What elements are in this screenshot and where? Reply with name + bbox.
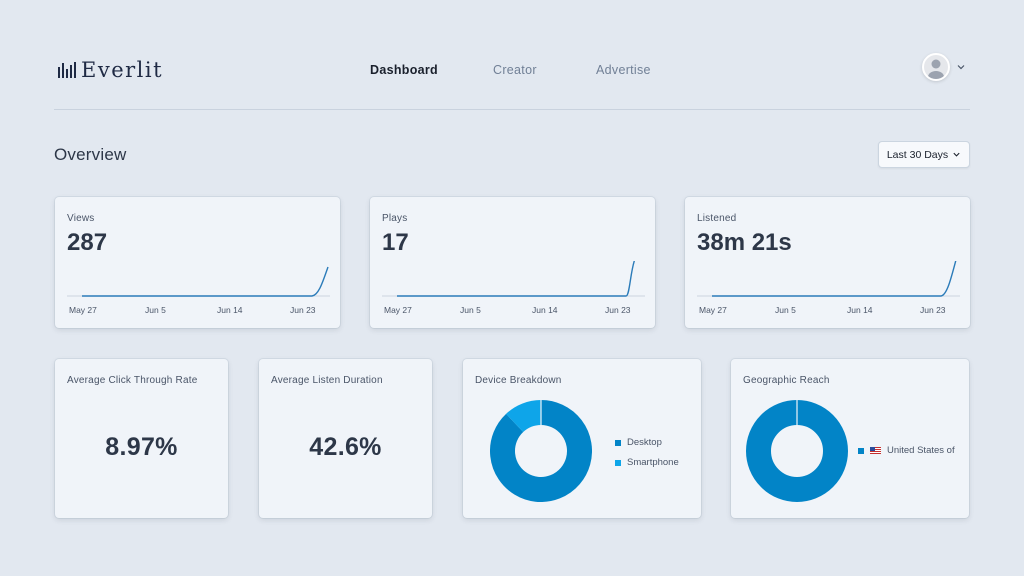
user-avatar-icon[interactable] bbox=[922, 53, 950, 81]
plays-card: Plays 17 May 27 Jun 5 Jun 14 Jun 23 bbox=[370, 197, 655, 328]
card-value: 38m 21s bbox=[697, 229, 792, 256]
date-range-dropdown[interactable]: Last 30 Days bbox=[878, 141, 970, 168]
device-legend: Desktop Smartphone bbox=[615, 437, 679, 477]
x-tick-label: May 27 bbox=[384, 305, 412, 315]
brand-name: Everlit bbox=[81, 58, 164, 82]
chevron-down-icon bbox=[953, 152, 960, 157]
page-title: Overview bbox=[54, 145, 127, 164]
legend-swatch bbox=[615, 459, 621, 466]
legend-item-desktop[interactable]: Desktop bbox=[615, 437, 679, 448]
chevron-down-icon[interactable] bbox=[956, 62, 966, 72]
legend-swatch bbox=[858, 447, 864, 454]
legend-item-united-states[interactable]: United States of bbox=[858, 445, 955, 456]
donut-slice-desktop[interactable] bbox=[490, 400, 592, 502]
views-sparkline bbox=[67, 266, 330, 297]
date-range-label: Last 30 Days bbox=[886, 148, 949, 161]
legend-label: Smartphone bbox=[627, 457, 679, 468]
listened-card: Listened 38m 21s May 27 Jun 5 Jun 14 Jun… bbox=[685, 197, 970, 328]
legend-label: United States of bbox=[887, 445, 955, 456]
x-tick-label: Jun 23 bbox=[290, 305, 316, 315]
geo-donut-chart bbox=[746, 400, 848, 502]
device-breakdown-card: Device Breakdown Desktop Smartphone bbox=[463, 359, 701, 518]
x-tick-label: Jun 5 bbox=[145, 305, 166, 315]
sound-bars-icon bbox=[58, 62, 76, 78]
card-value: 17 bbox=[382, 229, 409, 256]
listen-duration-card: Average Listen Duration 42.6% bbox=[259, 359, 432, 518]
geo-legend: United States of bbox=[858, 445, 955, 465]
card-label: Plays bbox=[382, 213, 408, 224]
card-label: Listened bbox=[697, 213, 737, 224]
x-tick-label: Jun 14 bbox=[217, 305, 243, 315]
device-donut-chart bbox=[490, 400, 592, 502]
geographic-reach-card: Geographic Reach United States of bbox=[731, 359, 969, 518]
card-label: Views bbox=[67, 213, 95, 224]
x-tick-label: Jun 23 bbox=[605, 305, 631, 315]
x-tick-label: Jun 5 bbox=[460, 305, 481, 315]
x-tick-label: Jun 14 bbox=[847, 305, 873, 315]
nav-creator[interactable]: Creator bbox=[493, 63, 537, 77]
us-flag-icon bbox=[870, 447, 881, 454]
listened-sparkline bbox=[697, 261, 960, 297]
x-tick-label: May 27 bbox=[69, 305, 97, 315]
card-label: Average Listen Duration bbox=[271, 375, 383, 386]
plays-sparkline bbox=[382, 261, 645, 297]
brand-logo[interactable]: Everlit bbox=[58, 58, 163, 82]
legend-item-smartphone[interactable]: Smartphone bbox=[615, 457, 679, 468]
metric-value: 42.6% bbox=[309, 433, 382, 461]
x-tick-label: May 27 bbox=[699, 305, 727, 315]
ctr-card: Average Click Through Rate 8.97% bbox=[55, 359, 228, 518]
metric-value: 8.97% bbox=[105, 433, 178, 461]
nav-dashboard[interactable]: Dashboard bbox=[370, 63, 438, 77]
legend-swatch bbox=[615, 439, 621, 446]
card-label: Average Click Through Rate bbox=[67, 375, 198, 386]
nav-advertise[interactable]: Advertise bbox=[596, 63, 651, 77]
x-tick-label: Jun 5 bbox=[775, 305, 796, 315]
x-tick-label: Jun 23 bbox=[920, 305, 946, 315]
views-card: Views 287 May 27 Jun 5 Jun 14 Jun 23 bbox=[55, 197, 340, 328]
card-label: Geographic Reach bbox=[743, 375, 830, 386]
donut-slice-smartphone[interactable] bbox=[506, 400, 542, 433]
legend-label: Desktop bbox=[627, 437, 662, 448]
card-label: Device Breakdown bbox=[475, 375, 562, 386]
card-value: 287 bbox=[67, 229, 108, 256]
top-header: Everlit Dashboard Creator Advertise bbox=[54, 44, 970, 110]
x-tick-label: Jun 14 bbox=[532, 305, 558, 315]
user-menu[interactable] bbox=[922, 53, 966, 81]
